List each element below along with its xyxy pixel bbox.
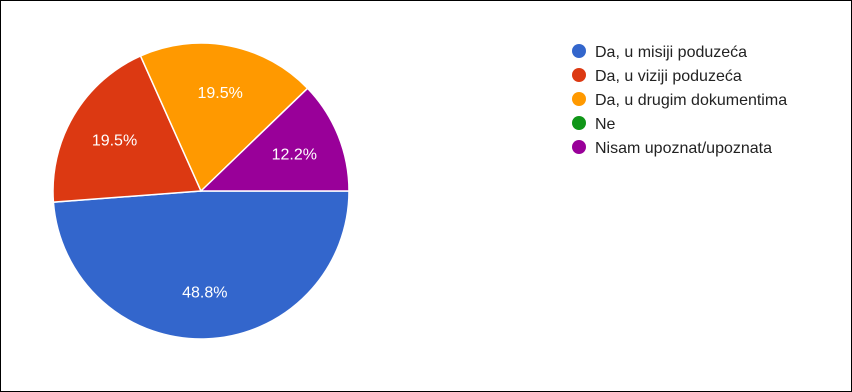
pie-slice-labels: 48.8% 19.5% 19.5% 12.2% xyxy=(92,85,317,301)
legend-marker-1 xyxy=(572,68,586,82)
legend-marker-2 xyxy=(572,92,586,106)
legend-label-3: Ne xyxy=(595,116,616,133)
pie-slice-1 xyxy=(52,54,203,203)
legend-label-2: Da, u drugim dokumentima xyxy=(595,92,787,109)
legend-marker-0 xyxy=(572,44,586,58)
legend-marker-4 xyxy=(572,140,586,154)
pie-slice-4 xyxy=(199,87,350,192)
legend-label-4: Nisam upoznat/upoznata xyxy=(595,140,772,157)
slice-value-label-1: 19.5% xyxy=(92,133,137,150)
legend: Da, u misiji poduzeća Da, u viziji poduze… xyxy=(572,44,787,157)
pie-slices xyxy=(52,42,350,340)
slice-value-label-0: 48.8% xyxy=(182,285,227,302)
legend-label-1: Da, u viziji poduzeća xyxy=(595,68,742,85)
pie-slice-2 xyxy=(139,42,309,193)
legend-label-0: Da, u misiji poduzeća xyxy=(595,44,747,61)
pie-slice-0 xyxy=(52,190,350,340)
slice-value-label-4: 12.2% xyxy=(272,146,317,163)
slice-value-label-2: 19.5% xyxy=(198,85,243,102)
legend-marker-3 xyxy=(572,116,586,130)
